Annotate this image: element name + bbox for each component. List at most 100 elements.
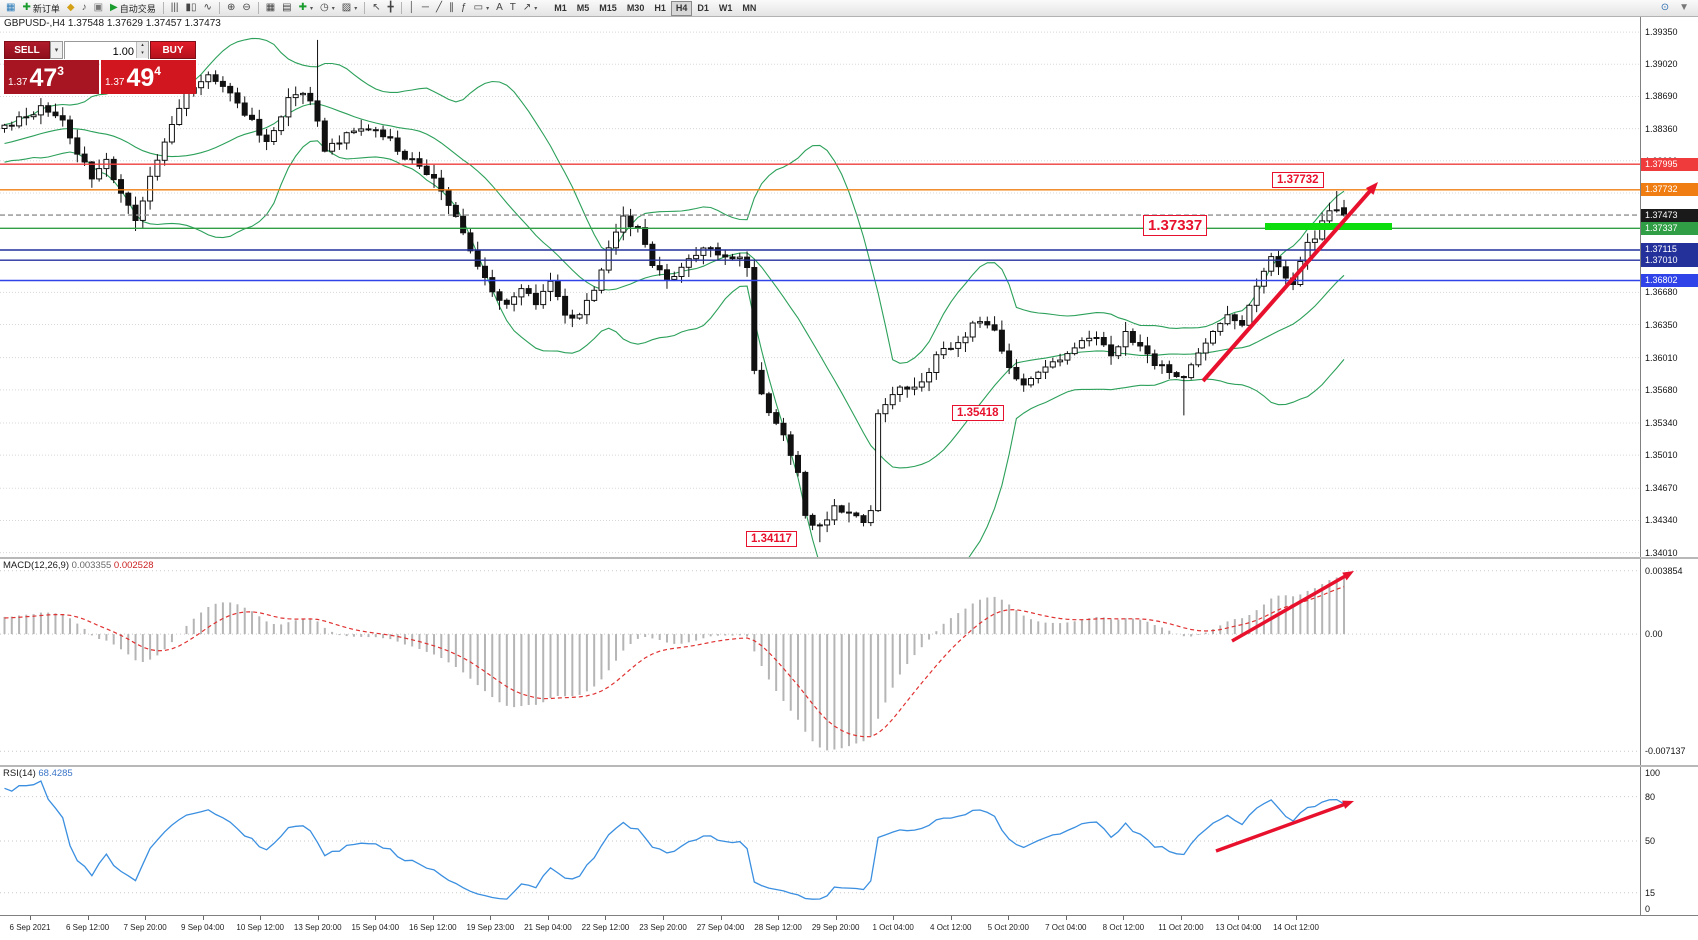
timeframe-m1[interactable]: M1	[549, 1, 572, 16]
panel-separator[interactable]	[0, 557, 1698, 559]
support-highlight-line[interactable]	[1265, 222, 1392, 230]
time-axis-tick	[1065, 916, 1067, 920]
search-icon[interactable]: ⊙	[1658, 1, 1672, 16]
new-order-button[interactable]: ✚ 新订单	[19, 1, 62, 16]
price-annotation-label[interactable]: 1.37732	[1272, 172, 1324, 188]
price-annotation-label[interactable]: 1.37337	[1143, 215, 1208, 236]
fibonacci-icon[interactable]: ƒ	[458, 1, 470, 16]
line-chart-type-icon: ∿	[203, 2, 212, 13]
sell-price-display[interactable]: 1.37 47 3	[4, 60, 99, 94]
zoom-in-icon[interactable]: ⊕	[224, 1, 238, 16]
toolbar-separator	[162, 2, 164, 14]
horizontal-line-icon[interactable]: ─	[419, 1, 432, 16]
timeframe-w1[interactable]: W1	[714, 1, 738, 16]
candlestick-chart-type-icon[interactable]: ▮▯	[183, 1, 200, 16]
fibonacci-icon: ƒ	[461, 2, 467, 13]
shapes-icon: ▭	[473, 2, 484, 13]
sell-button[interactable]: SELL	[4, 41, 50, 59]
time-axis-label: 1 Oct 04:00	[872, 923, 914, 932]
timeframe-h1[interactable]: H1	[649, 1, 671, 16]
alerts-icon: ♪	[81, 2, 87, 13]
volume-input[interactable]	[65, 44, 148, 60]
chart-window-icon[interactable]: ▦	[3, 1, 18, 16]
buy-price-display[interactable]: 1.37 49 4	[101, 60, 196, 94]
timeframe-mn[interactable]: MN	[737, 1, 761, 16]
time-axis-tick	[835, 916, 837, 920]
metaeditor-icon: ◆	[66, 2, 75, 13]
time-axis[interactable]: 6 Sep 2021 6 Sep 12:00 7 Sep 20:00 9 Sep 04…	[0, 915, 1698, 940]
volume-down-button[interactable]: ▾	[137, 50, 148, 58]
indicators-icon[interactable]: ✚ ▾	[296, 1, 316, 16]
quick-menu-icon[interactable]: ▼	[1676, 1, 1692, 16]
bar-chart-type-icon[interactable]: |||	[168, 1, 182, 16]
autotrading-button[interactable]: ▶ 自动交易	[107, 1, 159, 16]
cursor-icon[interactable]: ↖	[369, 1, 383, 16]
time-axis-tick	[1123, 916, 1125, 920]
buy-price-prefix: 1.37	[105, 77, 125, 88]
rsi-axis: 100 80 50 15 0	[1640, 767, 1698, 915]
sell-price-pips: 47	[29, 64, 58, 92]
rsi-name: RSI(14)	[3, 768, 36, 779]
time-axis-label: 22 Sep 12:00	[581, 923, 630, 932]
time-axis-tick	[547, 916, 549, 920]
macd-chart[interactable]	[0, 559, 1640, 765]
shapes-icon[interactable]: ▭ ▾	[471, 1, 492, 16]
toolbar-separator	[364, 2, 366, 14]
alerts-icon[interactable]: ♪	[79, 1, 90, 16]
main-toolbar: ▦ ✚ 新订单 ◆ ♪ ▣ ▶ 自动交易 ||| ▮▯ ∿ ⊕ ⊖ ▦ ▤ ✚ ▾ ◷ ▾ ▨ ▾ ↖ ╋ │ ─ ╱ ∥ ƒ ▭ ▾ A T…	[0, 0, 1698, 17]
time-axis-label: 13 Sep 20:00	[293, 923, 342, 932]
price-tag: 1.37732	[1641, 183, 1698, 197]
auto-arrange-icon[interactable]: ▤	[279, 1, 294, 16]
periods-icon[interactable]: ◷ ▾	[317, 1, 338, 16]
timeframe-d1[interactable]: D1	[692, 1, 714, 16]
templates-icon[interactable]: ▨ ▾	[339, 1, 360, 16]
time-axis-label: 21 Sep 04:00	[524, 923, 572, 932]
panel-separator[interactable]	[0, 765, 1698, 767]
timeframe-m30[interactable]: M30	[622, 1, 650, 16]
time-axis-label: 16 Sep 12:00	[409, 923, 457, 932]
tile-windows-icon[interactable]: ▦	[263, 1, 278, 16]
zoom-out-icon[interactable]: ⊖	[239, 1, 253, 16]
rsi-axis-label: 80	[1645, 791, 1656, 802]
channel-icon[interactable]: ∥	[446, 1, 457, 16]
horizontal-line-icon: ─	[421, 2, 430, 13]
time-axis-tick	[778, 916, 780, 920]
price-axis-label: 1.39020	[1645, 59, 1678, 70]
timeframe-h4[interactable]: H4	[670, 0, 693, 16]
candlestick-chart[interactable]	[0, 17, 1640, 557]
price-annotation-label[interactable]: 1.34117	[746, 531, 797, 547]
volume-up-button[interactable]: ▴	[137, 42, 148, 50]
time-axis-tick	[87, 916, 89, 920]
price-axis-label: 1.38360	[1645, 123, 1678, 134]
time-axis-label: 8 Oct 12:00	[1102, 923, 1145, 932]
time-axis-label: 13 Oct 04:00	[1215, 923, 1262, 932]
text-label-icon[interactable]: T	[507, 1, 519, 16]
time-axis-label: 7 Oct 04:00	[1045, 923, 1087, 932]
volume-preset-dropdown[interactable]: ▾	[50, 41, 63, 59]
arrows-tool-icon[interactable]: ↗ ▾	[520, 1, 540, 16]
price-annotation-label[interactable]: 1.35418	[952, 405, 1004, 421]
market-icon[interactable]: ▣	[91, 1, 106, 16]
crosshair-icon[interactable]: ╋	[385, 1, 397, 16]
trendline-icon[interactable]: ╱	[433, 1, 445, 16]
timeframe-m5[interactable]: M5	[572, 1, 595, 16]
line-chart-type-icon[interactable]: ∿	[201, 1, 215, 16]
time-axis-tick	[317, 916, 319, 920]
rsi-chart[interactable]	[0, 767, 1640, 915]
text-icon[interactable]: A	[493, 1, 506, 16]
price-axis[interactable]: 1.393501.390201.386901.383601.380301.377…	[1640, 17, 1698, 558]
candlestick-chart-type-icon: ▮▯	[185, 2, 197, 13]
main-chart-panel: GBPUSD-,H4 1.37548 1.37629 1.37457 1.374…	[0, 17, 1698, 558]
buy-button[interactable]: BUY	[150, 41, 196, 59]
time-axis-label: 5 Oct 20:00	[987, 923, 1029, 932]
metaeditor-icon[interactable]: ◆	[64, 1, 78, 16]
candlestick-plot[interactable]: GBPUSD-,H4 1.37548 1.37629 1.37457 1.374…	[0, 17, 1640, 557]
timeframe-m15[interactable]: M15	[594, 1, 622, 16]
price-axis-label: 1.39350	[1645, 27, 1678, 38]
time-axis-label: 7 Sep 20:00	[123, 923, 167, 932]
vertical-line-icon[interactable]: │	[406, 1, 418, 16]
tile-windows-icon: ▦	[265, 2, 276, 13]
macd-plot[interactable]: MACD(12,26,9) 0.003355 0.002528	[0, 559, 1640, 765]
price-axis-label: 1.36350	[1645, 319, 1678, 330]
rsi-plot[interactable]: RSI(14) 68.4285	[0, 767, 1640, 915]
